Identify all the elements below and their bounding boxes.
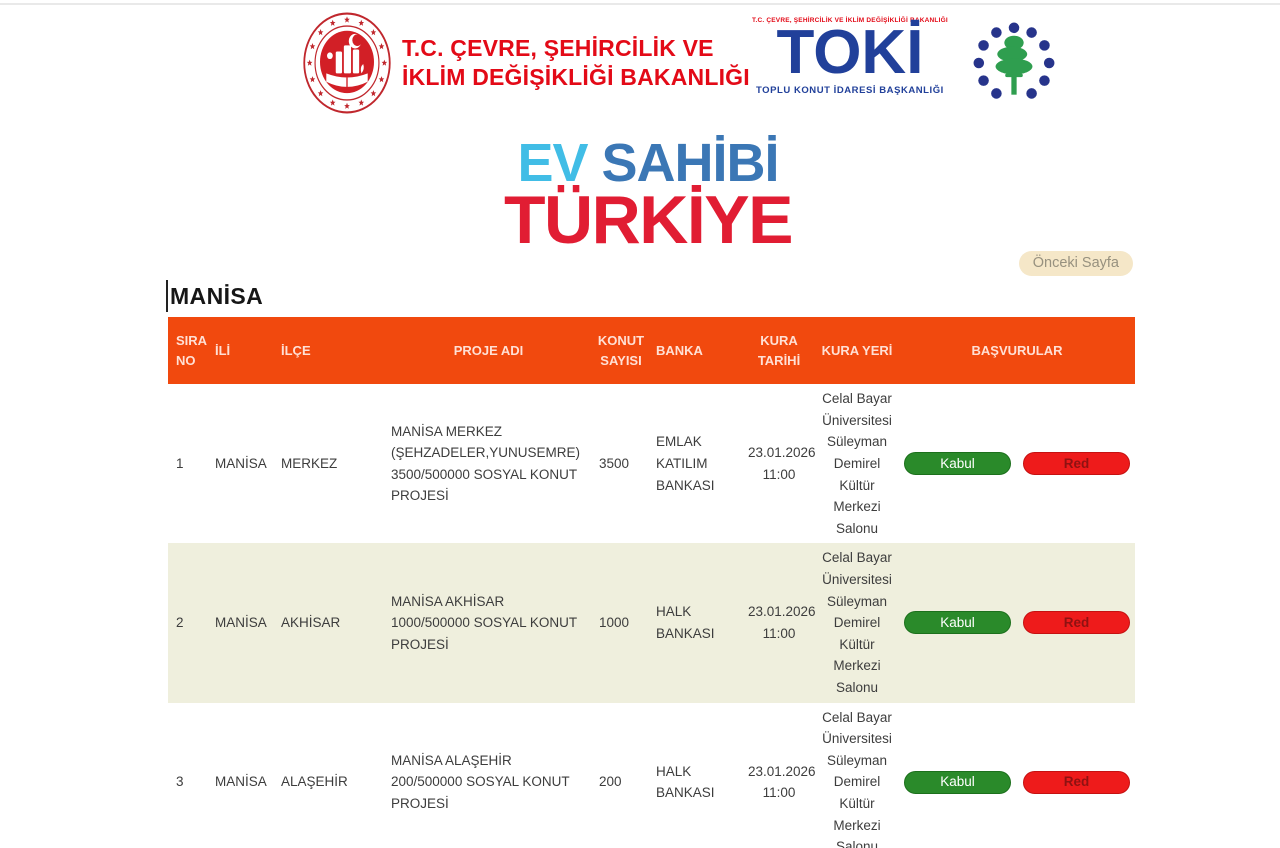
province-heading: MANİSA [170,282,264,309]
ministry-logo-block: T.C. ÇEVRE, ŞEHİRCİLİK VE İKLİM DEĞİŞİKL… [302,11,750,115]
cell-banka: HALK BANKASI [651,543,743,703]
cell-basvurular: Kabul Red [899,384,1135,543]
cell-basvurular: Kabul Red [899,543,1135,703]
cell-proje-adi: MANİSA ALAŞEHİR 200/500000 SOSYAL KONUT … [391,752,570,811]
col-header-kura-yeri: KURA YERİ [815,317,899,385]
table-row: 1 MANİSA MERKEZ MANİSA MERKEZ (ŞEHZADELE… [168,384,1135,543]
col-header-basvurular: BAŞVURULAR [899,317,1135,385]
cell-proje-adi: MANİSA MERKEZ (ŞEHZADELER,YUNUSEMRE) 350… [391,423,581,504]
cell-banka: HALK BANKASI [656,763,715,801]
cell-ili: MANİSA [215,456,267,471]
reject-button[interactable]: Red [1023,611,1130,635]
page-top-divider [0,3,1280,5]
cell-kura-yeri: Celal Bayar Üniversitesi Süleyman Demire… [822,709,892,848]
cell-sira-no: 3 [176,774,184,790]
cell-kura-tarihi: 23.01.2026 11:00 [743,543,816,703]
toki-tree-emblem-icon [973,22,1055,99]
table-row: 3 MANİSA ALAŞEHİR MANİSA ALAŞEHİR 200/50… [168,703,1135,848]
campaign-word-sahibi: SAHİBİ [601,133,780,193]
projects-table: SIRA NO İLİ İLÇE PROJE ADI KONUT SAYISI … [168,317,1135,848]
table-row: 2 MANİSA AKHİSAR MANİSA AKHİSAR 1000/500… [168,543,1135,703]
reject-button[interactable]: Red [1023,452,1130,476]
ministry-title-line2: İKLİM DEĞİŞİKLİĞİ BAKANLIĞI [402,64,750,90]
reject-button[interactable]: Red [1023,770,1130,794]
cell-banka: EMLAK KATILIM BANKASI [656,434,715,493]
toki-logo-block: T.C. ÇEVRE, ŞEHİRCİLİK VE İKLİM DEĞİŞİKL… [752,17,1058,107]
col-header-konut-sayisi: KONUT SAYISI [591,317,651,385]
page-header: T.C. ÇEVRE, ŞEHİRCİLİK VE İKLİM DEĞİŞİKL… [0,5,1280,129]
ministry-seal-icon [303,12,391,114]
cell-kura-tarihi: 23.01.2026 11:00 [748,445,816,482]
cell-konut-sayisi: 3500 [599,456,630,471]
cell-konut-sayisi: 200 [599,774,622,790]
text-cursor [166,280,168,313]
col-header-sira-no: SIRA NO [168,317,210,385]
toki-wordmark: TOKİ [776,18,924,87]
campaign-line1: EV SAHİBİ [8,136,1280,190]
cell-ilce: ALAŞEHİR [281,774,348,790]
campaign-title: EV SAHİBİ TÜRKİYE [8,136,1280,258]
cell-kura-yeri: Celal Bayar Üniversitesi Süleyman Demire… [815,543,899,703]
cell-proje-adi: MANİSA AKHİSAR 1000/500000 SOSYAL KONUT … [386,543,591,703]
table-header-row: SIRA NO İLİ İLÇE PROJE ADI KONUT SAYISI … [168,317,1135,385]
toki-caption-bottom: TOPLU KONUT İDARESİ BAŞKANLIĞI [756,84,944,96]
ministry-title-line1: T.C. ÇEVRE, ŞEHİRCİLİK VE [402,34,714,61]
col-header-ilce: İLÇE [276,317,386,385]
toki-caption-top: T.C. ÇEVRE, ŞEHİRCİLİK VE İKLİM DEĞİŞİKL… [752,17,948,24]
col-header-proje-adi: PROJE ADI [386,317,591,385]
accept-button[interactable]: Kabul [904,611,1011,635]
cell-basvurular: Kabul Red [899,703,1135,848]
cell-ili: MANİSA [210,543,276,703]
cell-konut-sayisi: 1000 [591,543,651,703]
province-heading-row: MANİSA [166,280,1280,313]
cell-ilce: AKHİSAR [276,543,386,703]
campaign-line2: TÜRKİYE [504,181,793,258]
col-header-ili: İLİ [210,317,276,385]
controls-row: Önceki Sayfa [0,251,1280,279]
accept-button[interactable]: Kabul [904,770,1011,794]
cell-kura-tarihi: 23.01.2026 11:00 [748,763,816,801]
col-header-banka: BANKA [651,317,743,385]
cell-ilce: MERKEZ [281,456,338,471]
ministry-title: T.C. ÇEVRE, ŞEHİRCİLİK VE İKLİM DEĞİŞİKL… [402,34,750,93]
cell-ili: MANİSA [215,774,267,790]
cell-kura-yeri: Celal Bayar Üniversitesi Süleyman Demire… [822,391,892,536]
accept-button[interactable]: Kabul [904,452,1011,476]
previous-page-button[interactable]: Önceki Sayfa [1018,251,1133,277]
cell-sira-no: 1 [176,456,184,471]
col-header-kura-tarihi: KURA TARİHİ [743,317,815,385]
cell-sira-no: 2 [168,543,210,703]
campaign-word-ev: EV [517,133,588,193]
